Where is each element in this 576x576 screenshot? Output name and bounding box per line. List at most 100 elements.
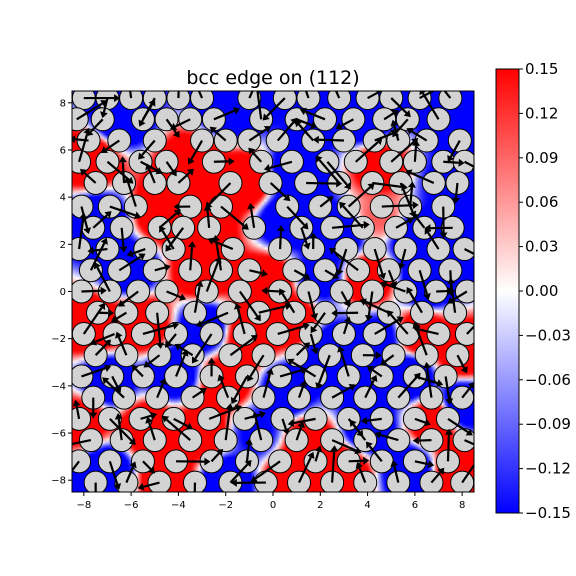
- arrow-head: [72, 399, 81, 407]
- displacement-arrow: [193, 286, 201, 313]
- displacement-arrow: [156, 312, 162, 344]
- displacement-arrow: [147, 168, 156, 184]
- arrow-head: [58, 442, 65, 450]
- displacement-arrow: [106, 160, 130, 181]
- arrow-head: [199, 388, 207, 395]
- arrow-head: [405, 169, 413, 177]
- displacement-arrow: [410, 172, 435, 185]
- displacement-arrow: [281, 292, 296, 314]
- displacement-arrow: [89, 242, 106, 271]
- arrow-head: [487, 258, 494, 265]
- arrow-head: [114, 385, 122, 393]
- displacement-arrow: [254, 417, 263, 441]
- displacement-arrow: [342, 321, 349, 335]
- arrow-head: [287, 358, 295, 366]
- arrow-head: [297, 421, 305, 429]
- arrow-head: [266, 368, 274, 376]
- displacement-arrow: [374, 319, 400, 335]
- displacement-arrow: [210, 452, 220, 463]
- arrow-head: [124, 176, 132, 184]
- arrow-head: [378, 272, 387, 280]
- arrow-head: [216, 448, 224, 457]
- displacement-arrow: [108, 460, 119, 485]
- arrow-head: [195, 320, 204, 328]
- arrow-head: [172, 321, 180, 330]
- arrow-head: [412, 436, 419, 445]
- arrow-head: [100, 111, 108, 119]
- displacement-arrow: [208, 407, 237, 420]
- arrow-head: [427, 460, 435, 469]
- displacement-arrow: [383, 112, 395, 121]
- arrow-head: [307, 451, 315, 460]
- displacement-arrow: [117, 418, 123, 441]
- arrow-head: [331, 309, 338, 318]
- arrow-head: [444, 428, 453, 435]
- atom: [454, 321, 474, 346]
- arrow-head: [287, 419, 295, 428]
- displacement-arrow: [238, 290, 259, 317]
- arrow-head: [100, 146, 109, 153]
- arrow-head: [209, 126, 217, 134]
- arrow-head: [343, 182, 351, 190]
- displacement-arrow: [318, 138, 344, 142]
- displacement-arrow: [167, 333, 177, 344]
- displacement-arrow: [461, 385, 472, 399]
- arrow-head: [172, 130, 180, 138]
- atom: [166, 91, 191, 111]
- arrow-head: [302, 342, 310, 350]
- displacement-arrow: [177, 91, 180, 99]
- displacement-arrow: [291, 361, 317, 378]
- arrow-head: [380, 280, 388, 289]
- atom: [452, 237, 474, 262]
- arrow-head: [312, 135, 319, 144]
- arrow-head: [115, 331, 123, 339]
- arrow-head: [217, 374, 225, 382]
- arrow-head: [412, 212, 420, 220]
- y-tick-label: 6: [60, 145, 66, 156]
- displacement-arrow: [373, 248, 384, 275]
- displacement-arrow: [258, 305, 286, 314]
- arrow-head: [164, 340, 172, 348]
- displacement-arrow: [269, 182, 287, 198]
- displacement-arrow: [395, 219, 410, 229]
- displacement-arrow: [364, 301, 390, 314]
- colorbar-tick-label: 0.03: [525, 238, 558, 256]
- atom: [327, 91, 352, 111]
- arrow-head: [447, 287, 454, 296]
- arrow-head: [207, 357, 216, 364]
- arrow-head: [397, 262, 406, 270]
- arrow-head: [440, 83, 447, 90]
- displacement-arrow: [267, 289, 281, 293]
- displacement-arrow: [249, 354, 265, 378]
- displacement-arrow: [72, 460, 80, 473]
- arrow-head: [203, 204, 212, 211]
- displacement-arrow: [340, 118, 354, 128]
- arrow-head: [145, 163, 153, 171]
- arrow-head: [439, 232, 448, 239]
- displacement-arrow: [295, 426, 303, 441]
- displacement-arrow: [154, 266, 166, 272]
- displacement-arrow: [415, 326, 428, 356]
- displacement-arrow: [324, 269, 335, 277]
- arrow-head: [169, 169, 177, 177]
- displacement-arrow: [313, 312, 326, 329]
- arrow-head: [460, 366, 468, 374]
- arrow-head: [98, 302, 106, 310]
- displacement-arrow: [105, 380, 125, 399]
- displacement-arrow: [466, 325, 474, 335]
- displacement-arrow: [278, 231, 282, 250]
- arrow-head: [375, 351, 382, 360]
- arrow-head: [204, 457, 211, 466]
- arrow-head: [263, 164, 271, 172]
- arrow-head: [138, 119, 146, 127]
- displacement-arrow: [400, 248, 407, 265]
- arrow-head: [367, 183, 375, 191]
- arrow-head: [343, 299, 351, 308]
- displacement-arrow: [450, 283, 457, 313]
- arrow-head: [230, 478, 237, 487]
- displacement-arrow: [233, 375, 248, 400]
- displacement-arrow: [111, 375, 119, 389]
- displacement-arrow: [286, 205, 306, 226]
- colorbar: 0.15 0.12 0.09 0.06 0.03 0.00 −0.03 −0.06 −0.09 −…: [495, 60, 571, 522]
- arrow-head: [143, 360, 151, 368]
